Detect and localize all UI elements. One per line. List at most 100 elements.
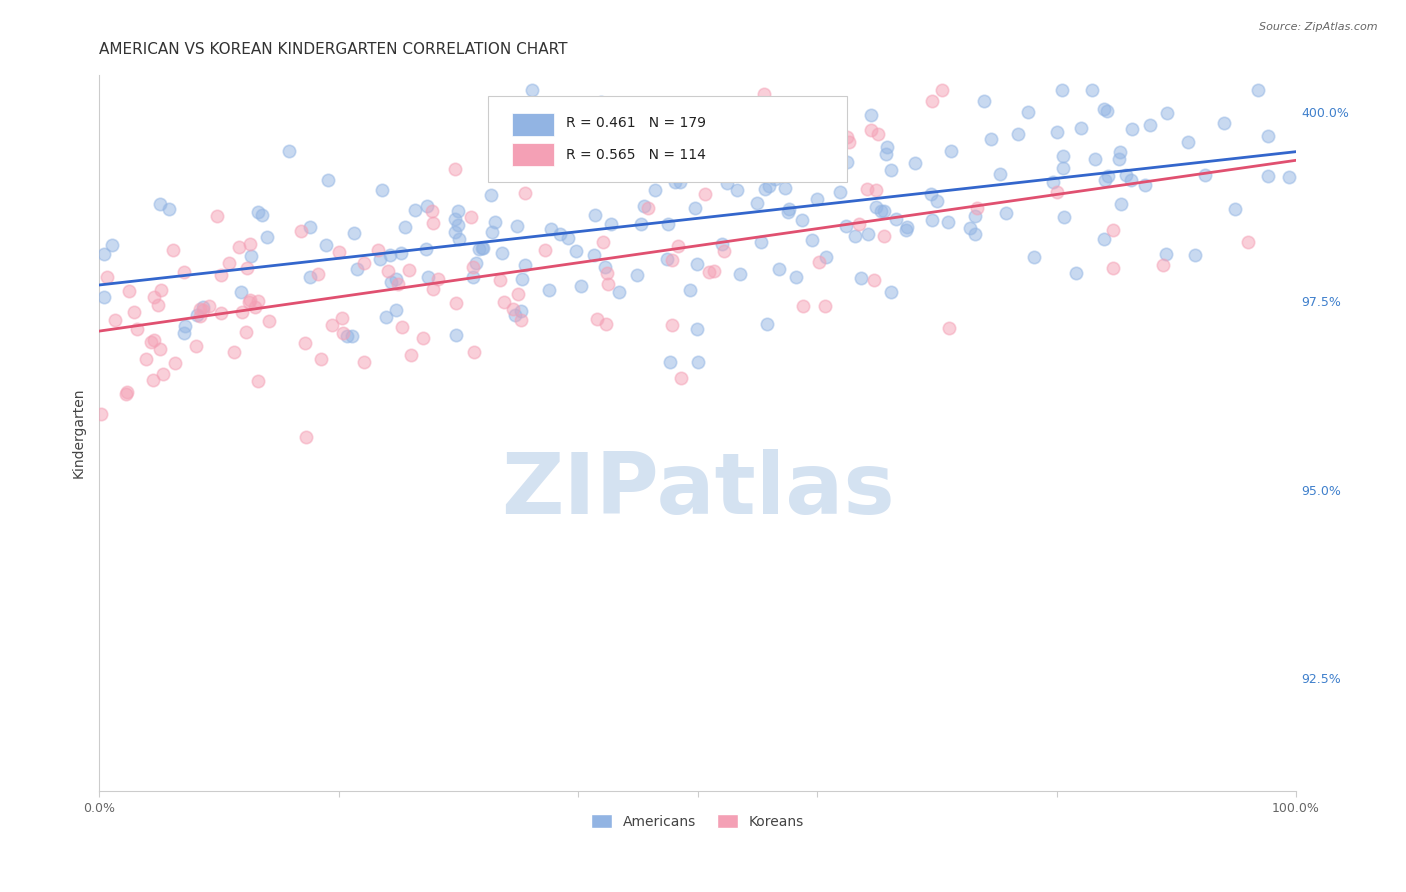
Point bbox=[626, 268, 648, 282]
Point bbox=[321, 318, 343, 332]
Point bbox=[515, 258, 537, 272]
Point bbox=[668, 150, 690, 164]
Point bbox=[143, 290, 166, 304]
Point bbox=[330, 311, 353, 326]
Point bbox=[387, 277, 409, 292]
Point bbox=[398, 263, 420, 277]
Point bbox=[758, 179, 780, 194]
Point bbox=[1007, 127, 1029, 141]
Point bbox=[1092, 232, 1115, 246]
Point bbox=[367, 243, 389, 257]
Point bbox=[399, 348, 422, 362]
Point bbox=[1154, 247, 1177, 261]
Point bbox=[311, 351, 333, 366]
Point bbox=[595, 317, 617, 331]
Point bbox=[851, 270, 873, 285]
Point bbox=[973, 94, 995, 108]
Point bbox=[235, 325, 257, 339]
Point bbox=[157, 202, 180, 216]
Point bbox=[492, 294, 515, 309]
Point bbox=[228, 240, 250, 254]
Point bbox=[238, 295, 260, 310]
Point bbox=[218, 256, 240, 270]
Point bbox=[375, 310, 398, 325]
Point bbox=[1046, 125, 1069, 139]
Point bbox=[502, 301, 524, 316]
Point bbox=[773, 181, 796, 195]
Point bbox=[444, 212, 467, 227]
Point bbox=[557, 231, 579, 245]
Point bbox=[246, 293, 269, 308]
Text: R = 0.461   N = 179: R = 0.461 N = 179 bbox=[567, 116, 706, 130]
Point bbox=[412, 330, 434, 344]
Point bbox=[828, 186, 851, 200]
Point bbox=[209, 306, 232, 320]
Point bbox=[1119, 173, 1142, 187]
Point bbox=[465, 256, 488, 270]
Point bbox=[163, 356, 186, 370]
Point bbox=[173, 319, 195, 334]
Point bbox=[838, 135, 860, 149]
Point bbox=[925, 194, 948, 209]
Point bbox=[295, 430, 318, 444]
Point bbox=[353, 355, 375, 369]
Point bbox=[1022, 250, 1045, 264]
Point bbox=[446, 204, 468, 219]
Point bbox=[792, 300, 814, 314]
Point bbox=[353, 256, 375, 270]
Point bbox=[115, 385, 138, 400]
Point bbox=[1152, 258, 1174, 272]
Point bbox=[1109, 145, 1132, 160]
Point bbox=[755, 317, 778, 331]
Point bbox=[903, 156, 925, 170]
Point bbox=[745, 195, 768, 210]
Point bbox=[593, 260, 616, 274]
Point bbox=[896, 220, 918, 235]
Point bbox=[686, 355, 709, 369]
Point bbox=[1092, 102, 1115, 116]
Point bbox=[980, 132, 1002, 146]
Point bbox=[693, 187, 716, 202]
Point bbox=[697, 265, 720, 279]
FancyBboxPatch shape bbox=[512, 144, 554, 166]
Point bbox=[959, 220, 981, 235]
Point bbox=[449, 232, 471, 246]
Point bbox=[754, 87, 776, 101]
Point bbox=[149, 283, 172, 297]
Point bbox=[1246, 83, 1268, 97]
Point bbox=[569, 279, 592, 293]
Point bbox=[143, 333, 166, 347]
Point bbox=[427, 272, 450, 286]
Point bbox=[686, 257, 709, 271]
Point bbox=[380, 247, 402, 261]
Text: R = 0.565   N = 114: R = 0.565 N = 114 bbox=[567, 148, 706, 161]
Point bbox=[790, 212, 813, 227]
Point bbox=[815, 148, 838, 162]
Point bbox=[231, 285, 253, 300]
Point bbox=[415, 242, 437, 256]
Point bbox=[963, 209, 986, 223]
Point bbox=[1097, 103, 1119, 118]
Point bbox=[762, 114, 785, 128]
Point bbox=[139, 334, 162, 349]
Point bbox=[703, 263, 725, 277]
Point bbox=[1121, 122, 1143, 136]
Point bbox=[391, 246, 413, 260]
Point bbox=[1052, 161, 1074, 175]
Y-axis label: Kindergarten: Kindergarten bbox=[72, 388, 86, 478]
Point bbox=[122, 305, 145, 319]
Point bbox=[446, 296, 468, 310]
Point bbox=[600, 217, 623, 231]
Point bbox=[384, 302, 406, 317]
Point bbox=[1257, 169, 1279, 183]
Point bbox=[488, 273, 510, 287]
Point bbox=[240, 249, 263, 263]
Point bbox=[93, 290, 115, 304]
Text: AMERICAN VS KOREAN KINDERGARTEN CORRELATION CHART: AMERICAN VS KOREAN KINDERGARTEN CORRELAT… bbox=[100, 42, 568, 57]
Point bbox=[780, 146, 803, 161]
Point bbox=[380, 275, 402, 289]
Point bbox=[725, 183, 748, 197]
Point bbox=[661, 318, 683, 332]
Point bbox=[461, 260, 484, 274]
FancyBboxPatch shape bbox=[512, 112, 554, 136]
